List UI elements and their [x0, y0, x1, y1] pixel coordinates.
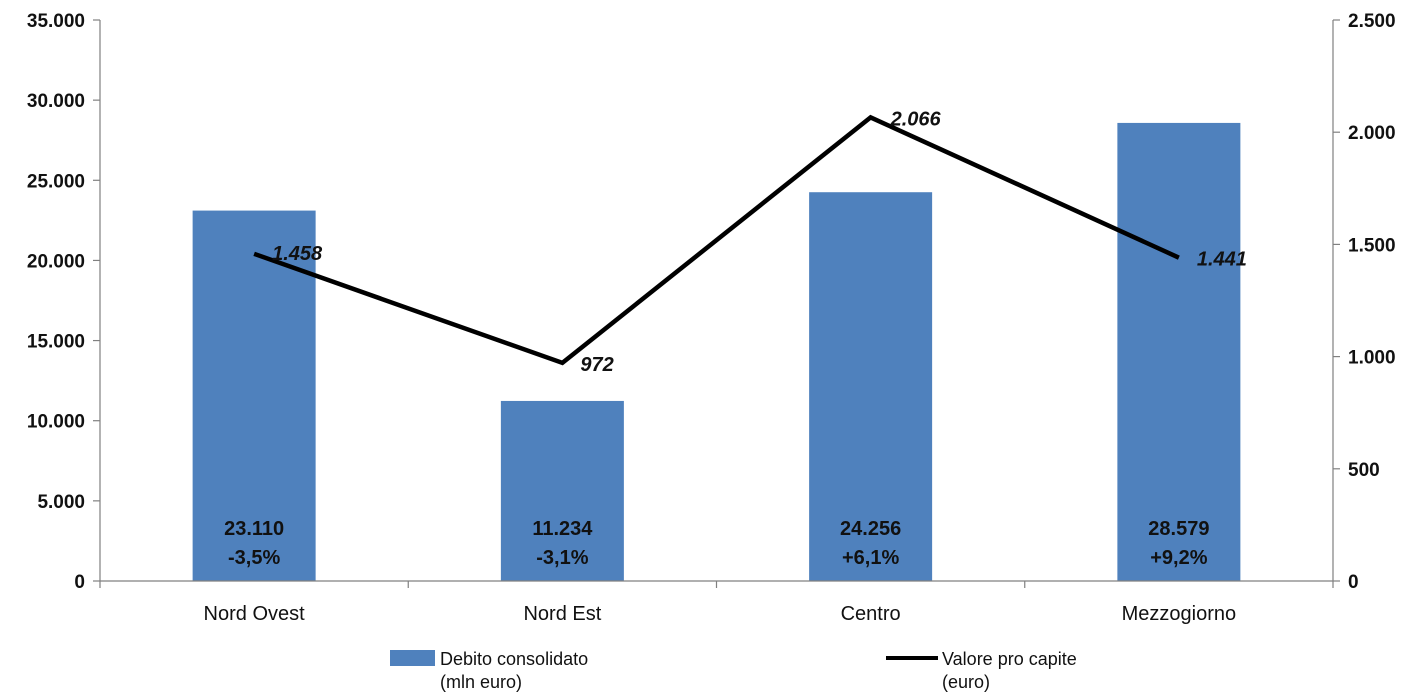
y-right-tick-label: 2.000	[1348, 123, 1396, 144]
y-right-tick-label: 2.500	[1348, 11, 1396, 32]
bar-centro	[809, 192, 933, 581]
bar-change-label: +6,1%	[842, 547, 899, 569]
legend-label-procapite-line2: (euro)	[942, 672, 991, 692]
y-left-tick-label: 25.000	[27, 171, 85, 192]
bar-nord-est	[500, 400, 624, 581]
y-right-tick-label: 0	[1348, 572, 1359, 593]
y-left-tick-label: 15.000	[27, 332, 85, 353]
x-tick-label: Nord Est	[523, 603, 601, 625]
bar-mezzogiorno	[1117, 122, 1241, 581]
bar-change-label: +9,2%	[1150, 547, 1207, 569]
x-tick-label: Nord Ovest	[204, 603, 306, 625]
bar-value-label: 11.234	[532, 518, 593, 540]
y-left-tick-label: 35.000	[27, 11, 85, 32]
y-left-tick-label: 20.000	[27, 251, 85, 272]
y-right-tick-label: 500	[1348, 460, 1380, 481]
legend-label-procapite-line1: Valore pro capite	[942, 649, 1077, 669]
bar-value-label: 24.256	[840, 518, 901, 540]
line-value-label: 2.066	[890, 108, 942, 130]
y-left-tick-label: 30.000	[27, 91, 85, 112]
line-value-label: 972	[580, 354, 613, 376]
y-left-tick-label: 0	[74, 572, 85, 593]
bar-value-label: 23.110	[224, 518, 284, 540]
legend-label-procapite: Valore pro capite (euro)	[942, 648, 1077, 694]
legend-label-debito: Debito consolidato (mln euro)	[440, 648, 588, 694]
y-left-tick-label: 10.000	[27, 412, 85, 433]
legend-swatch-procapite	[886, 656, 938, 660]
bar-nord-ovest	[192, 210, 316, 581]
legend-swatch-debito	[390, 650, 435, 666]
bar-change-label: -3,1%	[536, 547, 588, 569]
legend-label-debito-line1: Debito consolidato	[440, 649, 589, 669]
bar-value-label: 28.579	[1148, 518, 1209, 540]
line-value-label: 1.458	[272, 243, 323, 265]
y-right-tick-label: 1.000	[1348, 348, 1396, 369]
line-valore-pro-capite	[253, 114, 1180, 366]
legend-label-debito-line2: (mln euro)	[440, 672, 523, 692]
line-value-label: 1.441	[1197, 249, 1247, 271]
y-left-tick-label: 5.000	[37, 492, 85, 513]
x-tick-label: Mezzogiorno	[1122, 603, 1237, 625]
bar-change-label: -3,5%	[228, 547, 280, 569]
y-right-tick-label: 1.500	[1348, 235, 1396, 256]
x-tick-label: Centro	[841, 603, 901, 625]
